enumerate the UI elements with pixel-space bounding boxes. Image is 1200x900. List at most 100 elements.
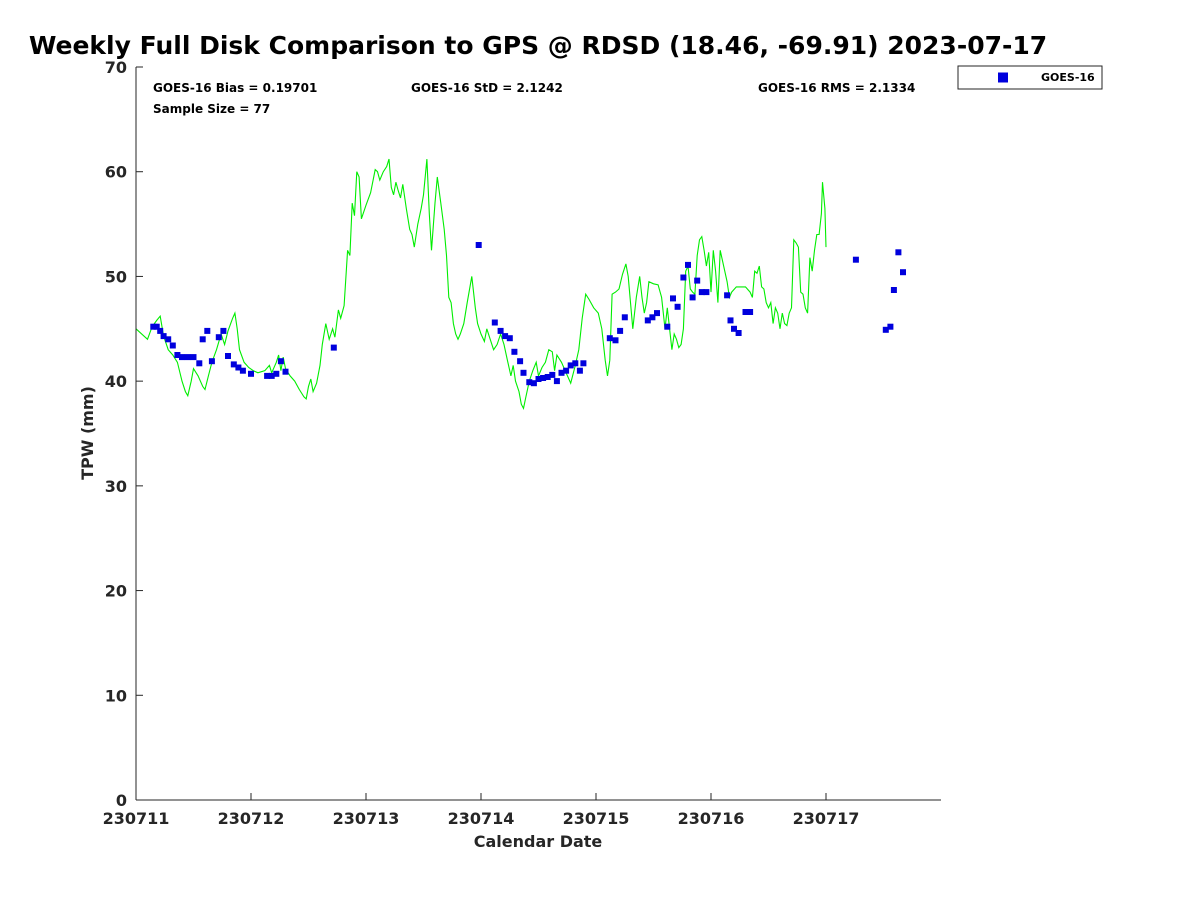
goes16-point: [184, 354, 191, 361]
goes16-point: [694, 277, 701, 284]
goes16-point: [157, 327, 164, 334]
goes16-point: [553, 378, 560, 385]
goes16-point: [674, 303, 681, 310]
goes16-point: [544, 374, 551, 380]
legend-label-goes16: GOES-16: [1041, 71, 1095, 84]
goes16-point: [621, 314, 628, 321]
goes16-point: [724, 292, 731, 299]
goes16-point: [190, 354, 197, 361]
goes16-point: [567, 362, 574, 369]
legend-marker-goes16: [998, 72, 1008, 83]
sample-size-stat: Sample Size = 77: [153, 102, 270, 116]
goes16-point: [698, 289, 705, 296]
goes16-point: [742, 309, 749, 315]
goes16-point: [330, 344, 337, 351]
y-tick-label: 70: [105, 58, 127, 77]
goes16-point: [517, 358, 524, 365]
y-tick-label: 60: [105, 163, 127, 182]
goes16-point: [277, 358, 284, 365]
legend: GOES-16: [957, 65, 1103, 90]
std-stat: GOES-16 StD = 2.1242: [411, 81, 563, 95]
x-tick-label: 230711: [103, 809, 170, 828]
goes16-point: [153, 323, 160, 330]
x-tick-label: 230712: [218, 809, 285, 828]
goes16-point: [165, 336, 172, 343]
goes16-point: [747, 309, 754, 315]
goes16-point: [160, 333, 167, 340]
goes16-point: [535, 376, 542, 382]
y-tick-label: 20: [105, 582, 127, 601]
y-axis-label: TPW (mm): [78, 386, 97, 480]
x-tick-label: 230716: [678, 809, 745, 828]
goes16-point: [196, 360, 203, 367]
goes16-point: [685, 261, 691, 268]
x-tick-label: 230714: [448, 809, 515, 828]
goes16-point: [727, 317, 734, 324]
goes16-point: [150, 323, 157, 330]
goes16-point: [208, 358, 215, 365]
goes16-point: [563, 367, 570, 374]
goes16-point: [248, 370, 254, 377]
goes16-point: [572, 360, 579, 367]
goes16-point: [502, 333, 509, 340]
goes16-point: [526, 379, 533, 386]
goes16-point: [890, 287, 897, 293]
goes16-point: [174, 352, 181, 358]
goes16-point: [220, 327, 227, 334]
goes16-point: [282, 368, 289, 375]
goes16-point: [606, 335, 613, 342]
goes16-point: [239, 367, 246, 374]
goes16-point: [852, 256, 859, 263]
x-tick-label: 230713: [333, 809, 400, 828]
goes16-point: [703, 289, 710, 296]
x-tick-label: 230717: [793, 809, 860, 828]
goes16-point: [895, 249, 902, 256]
y-tick-label: 0: [116, 791, 127, 810]
y-tick-label: 30: [105, 477, 127, 496]
goes16-point: [520, 369, 527, 376]
goes16-point: [199, 336, 206, 343]
plot-background: [136, 67, 941, 800]
stats-annotation: GOES-16 Bias = 0.19701 GOES-16 StD = 2.1…: [153, 81, 915, 116]
goes16-point: [558, 369, 565, 376]
goes16-point: [882, 326, 889, 333]
goes16-point: [664, 323, 671, 330]
goes16-point: [491, 319, 498, 326]
rms-stat: GOES-16 RMS = 2.1334: [758, 81, 915, 95]
goes16-point: [475, 242, 482, 248]
goes16-point: [264, 372, 271, 379]
y-tick-label: 40: [105, 372, 127, 391]
goes16-point: [169, 342, 176, 349]
goes16-point: [887, 323, 894, 330]
y-tick-label: 10: [105, 686, 127, 705]
goes16-point: [689, 294, 696, 301]
goes16-point: [540, 375, 547, 381]
goes16-point: [506, 335, 513, 342]
goes16-point: [644, 317, 651, 324]
goes16-point: [900, 269, 906, 276]
goes16-point: [649, 314, 656, 321]
legend-box: [957, 65, 1103, 90]
goes16-point: [530, 380, 537, 387]
x-tick-label: 230715: [563, 809, 630, 828]
goes16-point: [680, 274, 687, 281]
goes16-point: [612, 337, 619, 344]
goes16-point: [670, 295, 676, 302]
goes16-point: [617, 327, 624, 334]
goes16-point: [497, 327, 504, 334]
goes16-point: [273, 370, 280, 377]
goes-series: [150, 242, 906, 387]
goes16-point: [230, 361, 237, 368]
bias-stat: GOES-16 Bias = 0.19701: [153, 81, 317, 95]
x-axis-ticks: 230711 230712 230713 230714 230715 230716 2307…: [103, 793, 860, 828]
goes16-point: [735, 330, 742, 336]
goes16-point: [576, 367, 583, 374]
goes16-point: [731, 325, 737, 332]
y-axis-ticks: 0 10 20 30 40 50 60 70: [105, 58, 143, 810]
goes16-point: [654, 310, 660, 317]
goes16-point: [225, 353, 231, 359]
chart-title: Weekly Full Disk Comparison to GPS @ RDS…: [29, 31, 1047, 60]
x-axis-label: Calendar Date: [474, 832, 603, 851]
goes16-point: [268, 372, 275, 379]
